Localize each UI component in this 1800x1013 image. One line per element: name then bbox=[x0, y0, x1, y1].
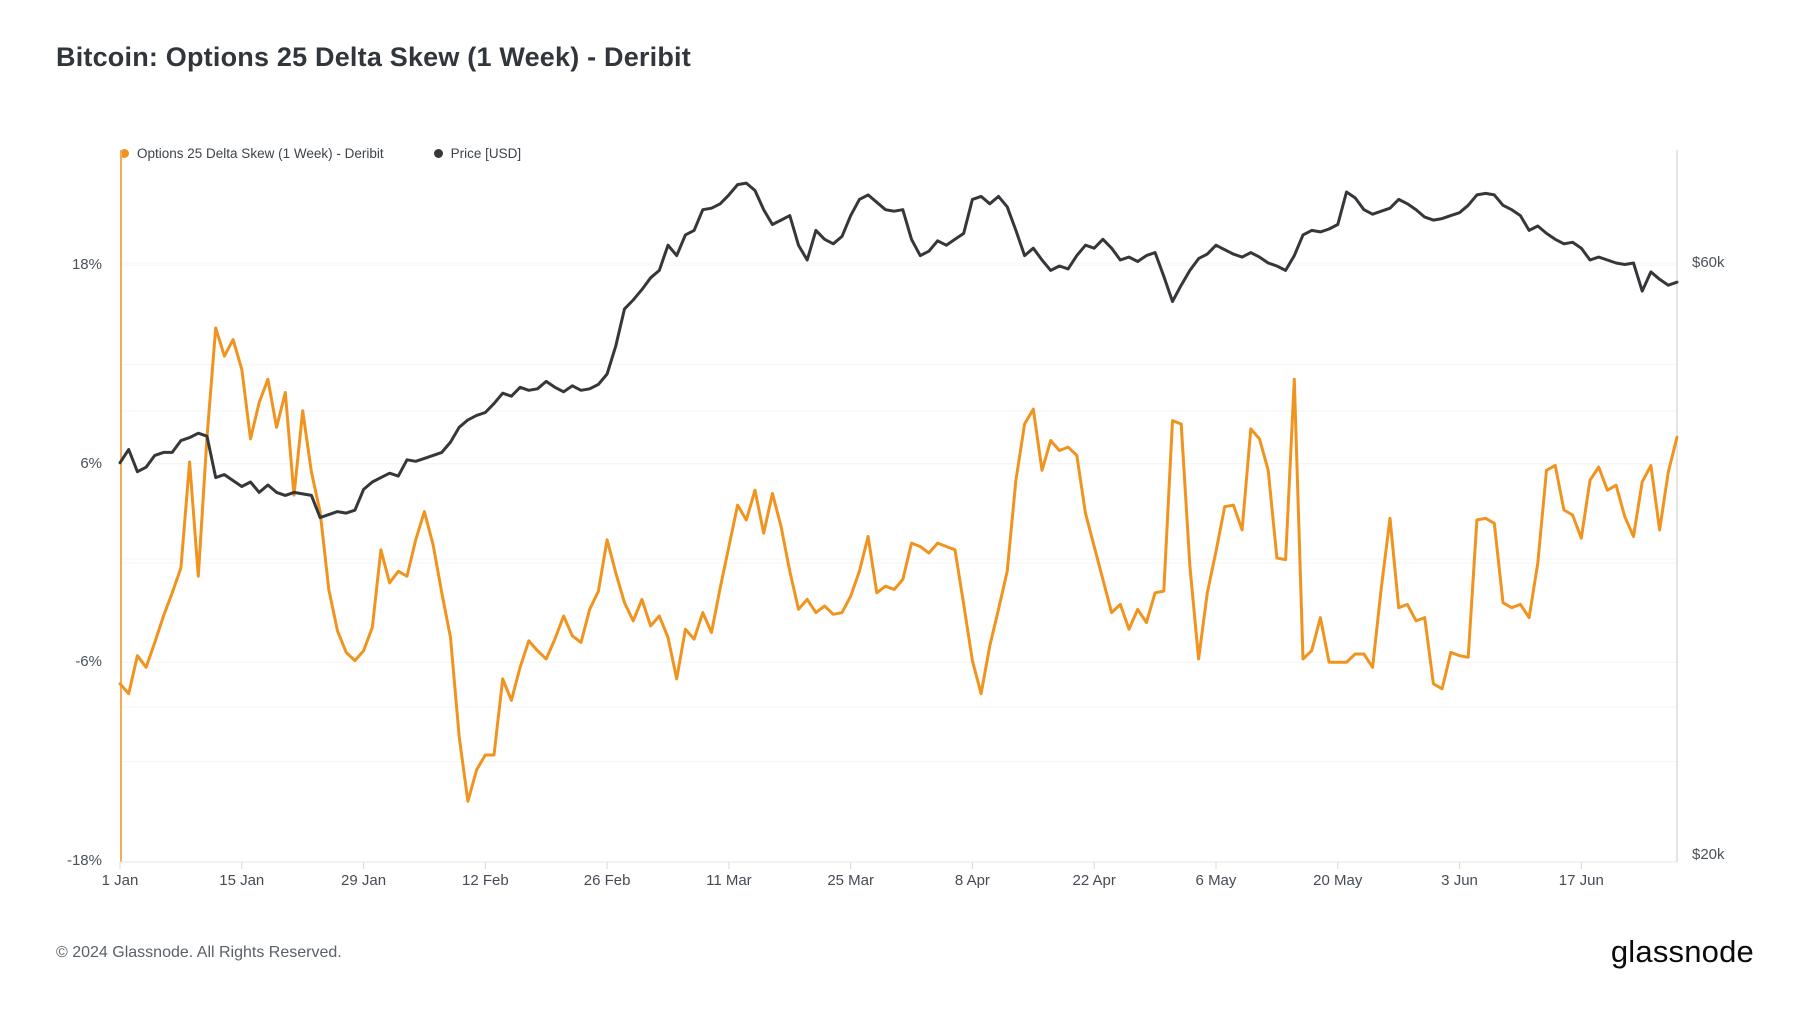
x-axis-tick-label: 29 Jan bbox=[341, 872, 387, 889]
x-axis-tick-label: 11 Mar bbox=[706, 872, 752, 889]
axis-lines bbox=[119, 150, 1678, 869]
left-axis-tick-label: -18% bbox=[66, 851, 102, 869]
x-axis-tick-label: 1 Jan bbox=[101, 872, 139, 889]
x-axis-tick-label: 3 Jun bbox=[1441, 872, 1478, 889]
copyright-text: © 2024 Glassnode. All Rights Reserved. bbox=[56, 944, 342, 961]
x-axis-tick-label: 15 Jan bbox=[219, 872, 265, 889]
left-axis-tick-label: 6% bbox=[80, 454, 102, 472]
left-axis-tick-label: -6% bbox=[75, 653, 102, 671]
gridlines bbox=[120, 262, 1677, 763]
legend-label-price: Price [USD] bbox=[450, 146, 522, 161]
right-axis-tick-label: $60k bbox=[1692, 254, 1725, 271]
x-axis-tick-label: 12 Feb bbox=[461, 872, 509, 889]
x-axis-tick-label: 26 Feb bbox=[583, 872, 631, 889]
x-axis-tick-label: 6 May bbox=[1195, 872, 1237, 889]
x-axis-tick-label: 8 Apr bbox=[954, 872, 990, 889]
x-axis-tick-label: 25 Mar bbox=[827, 872, 874, 889]
series-lines bbox=[118, 181, 1679, 803]
legend-item-price[interactable]: Price [USD] bbox=[433, 146, 522, 161]
legend-item-skew[interactable]: Options 25 Delta Skew (1 Week) - Deribit bbox=[120, 146, 384, 161]
chart-legend: Options 25 Delta Skew (1 Week) - Deribit… bbox=[120, 146, 521, 161]
page-title: Bitcoin: Options 25 Delta Skew (1 Week) … bbox=[56, 42, 691, 72]
legend-label-skew: Options 25 Delta Skew (1 Week) - Deribit bbox=[137, 146, 384, 161]
x-axis-tick-label: 22 Apr bbox=[1072, 872, 1116, 889]
glassnode-logo[interactable]: glassnode bbox=[1610, 934, 1754, 969]
x-axis-tick-label: 17 Jun bbox=[1558, 872, 1604, 889]
price-series-dot-icon bbox=[433, 149, 443, 158]
skew-series-dot-icon bbox=[120, 149, 129, 158]
x-axis-tick-label: 20 May bbox=[1313, 872, 1363, 889]
left-axis-tick-label: 18% bbox=[71, 256, 102, 274]
right-axis-tick-label: $20k bbox=[1692, 846, 1725, 863]
